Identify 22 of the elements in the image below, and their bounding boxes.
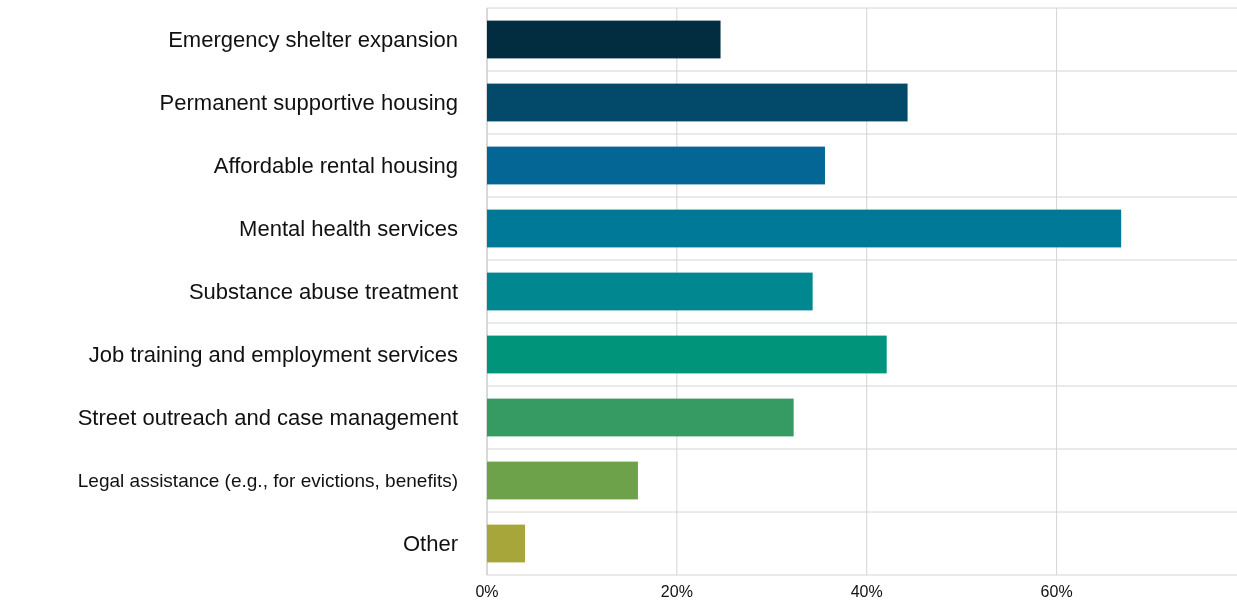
x-tick-label: 20% bbox=[660, 583, 693, 600]
y-tick-label: Job training and employment services bbox=[88, 342, 458, 368]
y-tick-label: Street outreach and case management bbox=[77, 405, 458, 431]
x-tick-label: 40% bbox=[850, 583, 883, 600]
bar bbox=[487, 461, 638, 500]
bar bbox=[487, 524, 525, 563]
bar bbox=[487, 335, 887, 374]
x-tick-label: 60% bbox=[1040, 583, 1073, 600]
x-tick-label: 0% bbox=[475, 583, 499, 600]
y-tick-label: Permanent supportive housing bbox=[159, 90, 458, 116]
y-tick-label: Mental health services bbox=[239, 216, 458, 242]
y-tick-label: Legal assistance (e.g., for evictions, benefits) bbox=[77, 470, 458, 492]
bar bbox=[487, 20, 721, 59]
y-tick-label: Affordable rental housing bbox=[213, 153, 458, 179]
y-tick-label: Other bbox=[402, 531, 458, 557]
bar bbox=[487, 209, 1122, 248]
bar bbox=[487, 272, 813, 311]
y-tick-label: Substance abuse treatment bbox=[188, 279, 458, 305]
bar bbox=[487, 146, 825, 185]
bar bbox=[487, 398, 794, 437]
y-tick-label: Emergency shelter expansion bbox=[168, 27, 458, 53]
bar bbox=[487, 83, 908, 122]
